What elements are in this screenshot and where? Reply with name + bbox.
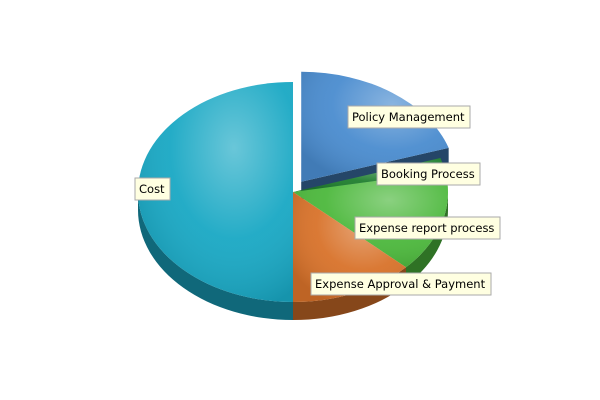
slice-label-box: [376, 162, 481, 186]
slice-side-expense-approval-payment: [293, 267, 406, 320]
slice-label-text: Expense report process: [359, 221, 494, 235]
slice-label-policy-management: Policy Management: [347, 105, 471, 129]
slice-side-cost: [138, 192, 293, 320]
pie-tops: [138, 71, 449, 302]
slice-side-expense-report-process: [405, 192, 448, 286]
slice-label-box: [354, 216, 501, 240]
slice-label-text: Expense Approval & Payment: [315, 277, 486, 291]
slice-label-booking-process: Booking Process: [376, 162, 481, 186]
slice-cost[interactable]: [138, 82, 293, 302]
slice-label-box: [134, 177, 171, 201]
slice-label-text: Policy Management: [352, 110, 465, 124]
slice-label-cost: Cost: [134, 177, 171, 201]
slice-label-text: Booking Process: [381, 167, 475, 181]
slice-label-text: Cost: [139, 182, 165, 196]
slice-label-box: [347, 105, 471, 129]
slice-labels: Policy Management Booking Process Expense …: [134, 105, 501, 296]
slice-label-expense-approval-payment: Expense Approval & Payment: [310, 272, 492, 296]
slice-gloss-cost: [138, 82, 293, 302]
slice-label-box: [310, 272, 492, 296]
slice-label-expense-report-process: Expense report process: [354, 216, 501, 240]
